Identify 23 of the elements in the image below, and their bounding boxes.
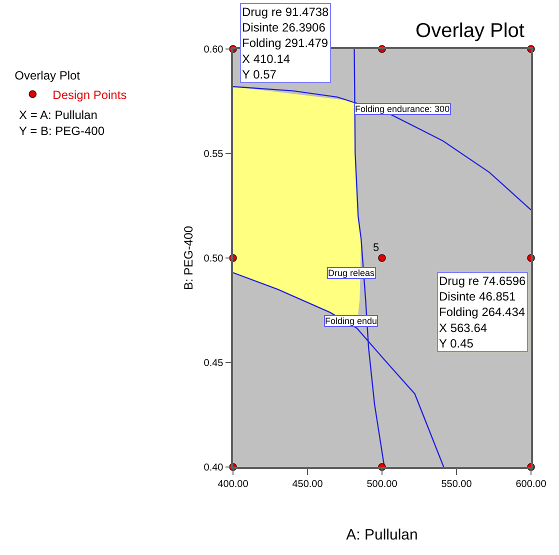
legend-label: Design Points (52, 88, 127, 102)
annotation: 5 (373, 242, 380, 254)
y-tick-label: 0.40 (204, 462, 224, 474)
x-tick-label: 600.00 (516, 478, 547, 490)
y-tick-label: 0.55 (204, 149, 224, 160)
chart-title: Overlay Plot (416, 20, 525, 42)
annotation: Drug re 74.6596 Disinte 46.851 Folding 264.434 X 563.64 Y 0.45 (439, 274, 526, 350)
annotation: Drug releas (328, 268, 376, 278)
x-tick-label: 550.00 (441, 478, 472, 490)
x-tick-label: 450.00 (292, 478, 324, 490)
annotation: Folding endu (325, 316, 378, 326)
y-tick-label: 0.45 (204, 358, 224, 369)
y-tick-label: 0.60 (204, 44, 224, 56)
text: Y = B: PEG-400 (19, 124, 105, 138)
annotation: Drug re 91.4738 Disinte 26.3906 Folding 291.479 X 410.14 Y 0.57 (242, 5, 330, 82)
annotation: Folding endurance: 300 (355, 104, 450, 114)
y-axis-title: B: PEG-400 (182, 226, 196, 290)
y-tick-label: 0.50 (204, 254, 224, 264)
x-axis-title: A: Pullulan (346, 526, 418, 544)
x-tick-label: 500.00 (366, 478, 398, 490)
text: X = A: Pullulan (19, 108, 98, 122)
legend-title: Overlay Plot (14, 68, 81, 83)
x-tick-label: 400.00 (218, 478, 249, 490)
